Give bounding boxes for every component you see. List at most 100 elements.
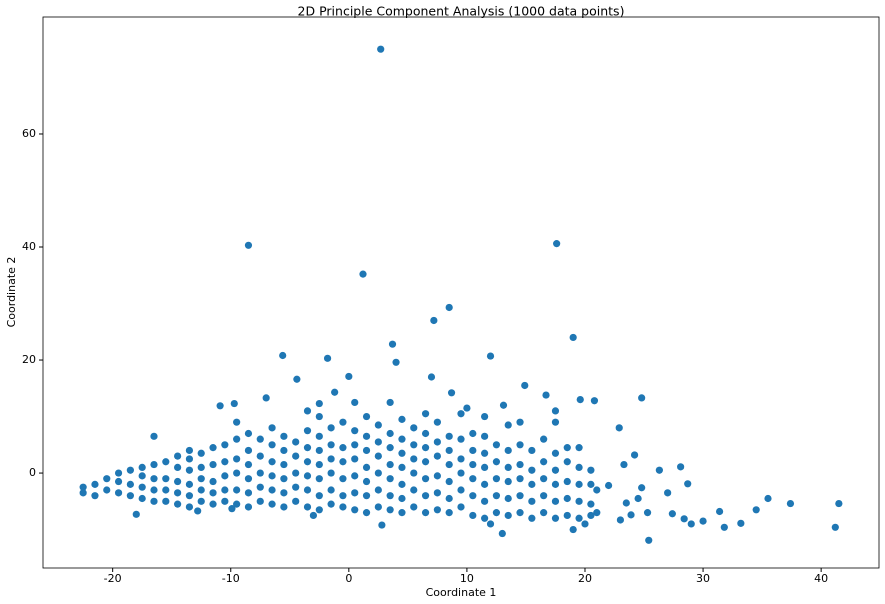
point xyxy=(516,509,524,517)
point xyxy=(150,486,158,494)
point xyxy=(150,475,158,483)
point xyxy=(398,509,406,517)
point xyxy=(392,358,400,366)
point xyxy=(492,441,501,449)
point xyxy=(430,316,438,325)
point xyxy=(516,460,524,469)
point xyxy=(327,441,335,449)
point xyxy=(575,514,583,522)
point xyxy=(410,424,418,432)
point xyxy=(551,466,560,474)
point xyxy=(421,410,430,418)
point xyxy=(498,529,506,538)
point xyxy=(398,435,406,443)
point xyxy=(351,427,359,435)
point xyxy=(162,497,170,505)
point xyxy=(504,463,512,472)
point xyxy=(233,418,241,426)
point xyxy=(643,509,652,517)
point xyxy=(421,444,430,452)
point xyxy=(327,455,335,463)
point xyxy=(680,515,688,523)
point xyxy=(831,523,839,531)
point xyxy=(197,497,205,505)
point xyxy=(445,303,453,312)
point xyxy=(126,480,134,488)
point xyxy=(398,449,406,457)
point xyxy=(684,480,692,488)
point xyxy=(615,424,623,432)
point xyxy=(138,483,146,491)
point xyxy=(233,469,241,477)
point xyxy=(374,469,382,477)
point xyxy=(209,477,217,486)
point xyxy=(486,520,495,528)
point xyxy=(433,438,441,446)
point xyxy=(638,394,646,402)
point xyxy=(492,509,501,517)
point xyxy=(233,455,241,463)
point xyxy=(126,466,134,474)
point xyxy=(185,492,194,500)
point xyxy=(764,494,772,503)
point xyxy=(244,429,253,438)
point xyxy=(504,511,512,520)
point xyxy=(280,446,288,455)
point xyxy=(398,494,406,503)
point xyxy=(551,449,560,457)
point xyxy=(209,444,217,452)
point xyxy=(433,452,441,460)
point xyxy=(362,412,371,421)
point xyxy=(91,492,99,500)
point xyxy=(469,511,477,520)
point xyxy=(433,489,441,497)
point xyxy=(481,480,489,488)
point xyxy=(162,486,170,494)
point xyxy=(174,463,182,472)
point xyxy=(374,503,382,511)
x-tick-label: 40 xyxy=(814,572,828,585)
point xyxy=(256,497,264,505)
point xyxy=(447,389,456,397)
point xyxy=(303,444,312,452)
point xyxy=(421,475,430,483)
point xyxy=(351,398,359,407)
point xyxy=(315,475,323,483)
point xyxy=(445,509,453,517)
point xyxy=(386,444,394,452)
point xyxy=(581,520,589,528)
point xyxy=(481,497,489,505)
point xyxy=(433,418,441,426)
point xyxy=(386,475,394,483)
point xyxy=(516,418,524,426)
x-tick-label: -10 xyxy=(222,572,240,585)
point xyxy=(630,451,639,459)
point xyxy=(174,489,182,497)
point xyxy=(521,381,529,390)
point xyxy=(590,397,599,405)
point xyxy=(433,506,441,514)
point xyxy=(91,480,99,488)
point xyxy=(174,452,182,460)
point xyxy=(244,489,253,497)
point xyxy=(268,472,276,480)
point xyxy=(655,466,663,474)
point xyxy=(233,486,241,494)
point xyxy=(339,492,347,500)
point xyxy=(103,475,111,483)
point xyxy=(587,511,595,520)
point xyxy=(374,438,382,446)
point xyxy=(244,460,253,469)
point xyxy=(280,432,288,440)
point xyxy=(292,452,300,460)
point xyxy=(540,435,548,443)
point xyxy=(457,410,465,418)
point xyxy=(664,489,672,497)
point xyxy=(362,463,371,472)
point xyxy=(362,477,371,486)
x-tick-label: 0 xyxy=(345,572,352,585)
point xyxy=(551,418,560,426)
point xyxy=(528,446,536,455)
point xyxy=(528,497,536,505)
point xyxy=(185,466,194,474)
